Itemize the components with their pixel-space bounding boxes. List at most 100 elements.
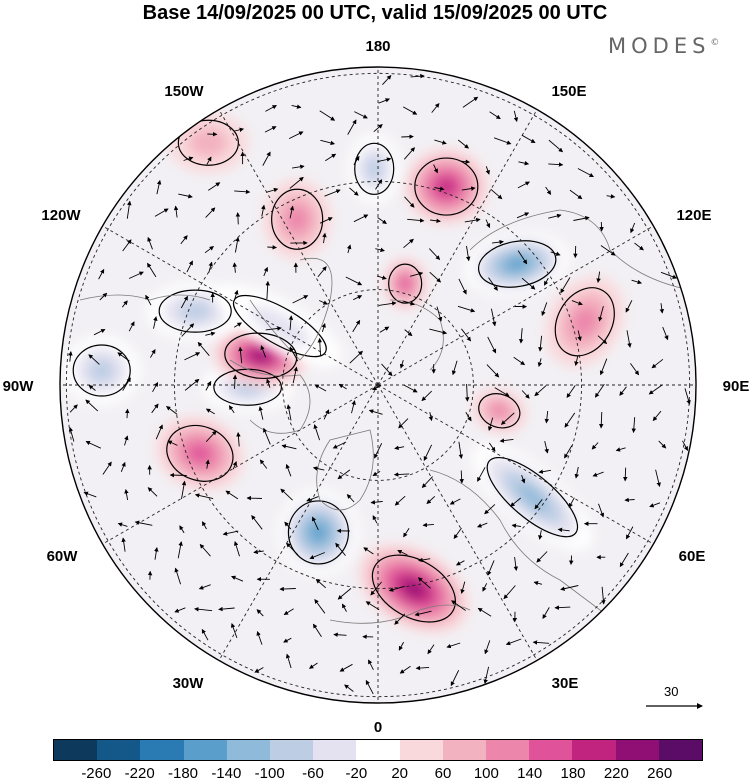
wind-arrow (375, 247, 385, 253)
wind-arrow (184, 352, 201, 361)
pink-anom-4-contour (554, 287, 615, 357)
wind-arrow (289, 346, 299, 362)
wind-arrow (85, 441, 101, 449)
wind-arrow (660, 271, 678, 279)
wind-arrow (365, 679, 374, 695)
wind-arrow (346, 244, 352, 254)
wind-arrow (499, 438, 514, 443)
wind-arrow (382, 75, 392, 86)
wind-arrow (426, 495, 436, 505)
wind-arrow (544, 440, 549, 454)
wind-arrow (286, 542, 299, 556)
wind-arrow (542, 607, 550, 620)
latitude-circle (282, 289, 474, 481)
wind-arrow (345, 276, 363, 286)
colorbar-swatch (183, 740, 227, 760)
pink-anom-3-level (399, 277, 411, 291)
wind-arrow (339, 663, 353, 672)
wind-arrow (180, 235, 188, 245)
pink-anom-2-level (285, 205, 309, 233)
wind-arrow (377, 157, 392, 162)
vector-scale-label: 30 (664, 684, 679, 699)
colorbar-swatch (486, 740, 530, 760)
wind-arrow (415, 665, 430, 671)
wind-arrow (153, 316, 158, 329)
wind-arrow (205, 459, 210, 469)
wind-arrow (254, 667, 264, 673)
wind-arrow (263, 266, 268, 277)
wind-arrow (592, 471, 604, 477)
latitude-circle (174, 181, 582, 589)
colorbar-tick-label: 100 (473, 765, 499, 782)
latitude-circle (65, 72, 691, 698)
colorbar-swatch (442, 740, 487, 760)
colorbar-tick-label: 180 (560, 765, 586, 782)
colorbar-swatch (54, 740, 98, 760)
wind-arrow (652, 410, 662, 422)
wind-arrow (505, 638, 522, 646)
colorbar-tick-label: -260 (81, 765, 112, 782)
wind-arrow (368, 659, 374, 671)
wind-arrow (232, 461, 237, 470)
wind-arrow (485, 166, 490, 175)
wind-arrow (266, 187, 279, 193)
meridian-line (377, 384, 654, 545)
wind-arrow (534, 385, 547, 397)
wind-arrow (314, 598, 326, 614)
wind-arrow (450, 670, 460, 687)
pink-anom-2-isoline (271, 188, 324, 250)
wind-arrow (634, 242, 644, 251)
pink-anom-1-level (437, 178, 455, 195)
colorbar-swatch (270, 740, 314, 760)
wind-arrow (353, 155, 360, 165)
pink-anom-6-isoline (371, 554, 456, 623)
wind-arrow (484, 504, 496, 515)
wind-arrow (353, 295, 363, 301)
lon-label-90w: 90W (3, 378, 35, 395)
wind-arrow (353, 214, 369, 223)
colorbar-tick-label: -180 (167, 765, 199, 782)
wind-arrow (564, 412, 576, 428)
wind-arrow (394, 445, 405, 450)
wind-arrow (488, 277, 498, 291)
blue-anom-2-contour (354, 142, 395, 195)
blue-anom-4-isoline (287, 500, 350, 565)
wind-arrow (434, 186, 445, 191)
wind-arrow (319, 217, 333, 224)
wind-arrow (503, 585, 516, 600)
wind-arrow (544, 277, 549, 286)
coastline-hudson (229, 359, 311, 434)
blue-anom-2-level (365, 157, 383, 181)
wind-arrow (428, 248, 441, 261)
wind-arrow (403, 147, 415, 160)
wind-arrow (174, 607, 186, 613)
colorbar-swatch (313, 740, 357, 760)
wind-arrow (263, 427, 271, 445)
wind-arrow (534, 499, 543, 510)
wind-arrow (313, 424, 321, 441)
coastline-europe (429, 469, 641, 641)
wind-arrow (623, 467, 628, 482)
wind-arrow (264, 126, 277, 133)
pink-anom-3-contour (388, 263, 423, 304)
wind-arrow (431, 103, 440, 113)
wind-arrow (173, 205, 179, 218)
wind-arrow (260, 345, 267, 358)
wind-arrow (659, 303, 665, 314)
wind-arrow (253, 549, 264, 555)
wind-arrow (121, 537, 126, 552)
colorbar-tick-label: -140 (211, 765, 242, 782)
wind-arrow (319, 300, 328, 305)
wind-arrow (630, 363, 640, 376)
wind-arrow (368, 409, 383, 415)
blue-anom-8-level (248, 305, 311, 347)
wind-arrow (433, 164, 438, 174)
wind-arrow (323, 409, 330, 420)
wind-arrow (289, 176, 304, 189)
wind-arrow (283, 637, 292, 643)
colorbar-swatch (615, 740, 659, 760)
wind-arrow (436, 306, 443, 322)
blue-anom-2 (348, 134, 401, 203)
wind-arrow (259, 459, 268, 469)
